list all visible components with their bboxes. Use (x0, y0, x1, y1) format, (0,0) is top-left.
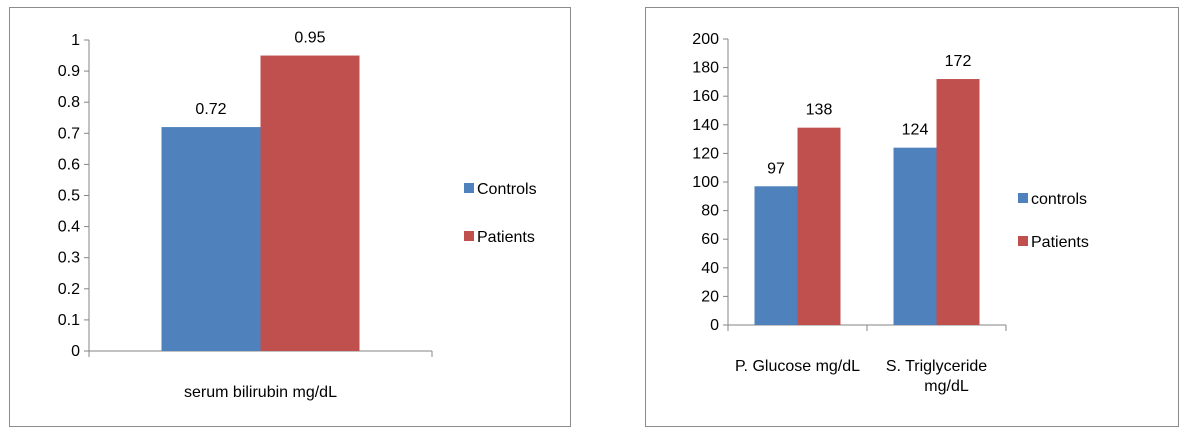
y-tick-label: 60 (701, 231, 719, 248)
y-tick-label: 200 (692, 31, 719, 48)
legend-label-patients: Patients (477, 229, 535, 246)
y-tick-label: 160 (692, 88, 719, 105)
legend-label-controls: Controls (477, 181, 537, 198)
data-label: 0.72 (195, 101, 226, 118)
y-tick-label: 140 (692, 117, 719, 134)
y-tick-label: 0.8 (58, 94, 80, 111)
y-tick-label: 0.2 (58, 281, 80, 298)
y-tick-label: 0.1 (58, 312, 80, 329)
y-tick-label: 1 (71, 32, 80, 49)
chart-left: 0 0.1 0.2 0.3 0.4 0.5 0.6 0.7 0.8 0.9 1 0.72 0.95 ser… (58, 30, 537, 401)
x-category-label: serum bilirubin mg/dL (184, 384, 337, 401)
x-category-label: mg/dL (924, 378, 969, 395)
y-tick-label: 0.3 (58, 250, 80, 267)
y-tick-label: 20 (701, 288, 719, 305)
bar-patients-0 (260, 55, 360, 352)
bar-controls-1 (893, 147, 937, 325)
y-tick-label: 180 (692, 60, 719, 77)
chart-panel-left: 0 0.1 0.2 0.3 0.4 0.5 0.6 0.7 0.8 0.9 1 0.72 0.95 ser… (9, 7, 571, 427)
y-tick-label: 0.6 (58, 156, 80, 173)
data-label: 0.95 (294, 30, 325, 47)
y-tick-label: 0.7 (58, 125, 80, 142)
legend-swatch-patients (1018, 236, 1028, 246)
x-category-label: P. Glucose mg/dL (735, 358, 860, 375)
bar-patients-0 (797, 127, 841, 325)
y-tick-label: 0 (710, 317, 719, 334)
bar-patients-1 (936, 79, 980, 325)
legend-label-patients: Patients (1031, 234, 1089, 251)
y-tick-label: 0.4 (58, 219, 80, 236)
legend-label-controls: controls (1031, 191, 1087, 208)
data-label: 124 (902, 122, 929, 139)
y-tick-label: 0.9 (58, 63, 80, 80)
bar-controls-0 (754, 186, 798, 325)
bar-controls-0 (161, 127, 261, 351)
data-label: 138 (806, 102, 833, 119)
y-tick-label: 80 (701, 203, 719, 220)
y-tick-label: 40 (701, 260, 719, 277)
y-tick-label: 0 (71, 343, 80, 360)
x-category-label: S. Triglyceride (886, 358, 987, 375)
legend-swatch-patients (464, 231, 474, 241)
y-tick-label: 0.5 (58, 188, 80, 205)
y-tick-label: 120 (692, 145, 719, 162)
legend-swatch-controls (464, 183, 474, 193)
chart-panel-right: 0 20 40 60 80 100 120 140 160 180 200 97 138 P. Gluco… (645, 7, 1179, 427)
data-label: 172 (945, 53, 972, 70)
y-tick-label: 100 (692, 174, 719, 191)
chart-right: 0 20 40 60 80 100 120 140 160 180 200 97 138 P. Gluco… (692, 31, 1089, 395)
data-label: 97 (767, 160, 785, 177)
legend-swatch-controls (1018, 193, 1028, 203)
